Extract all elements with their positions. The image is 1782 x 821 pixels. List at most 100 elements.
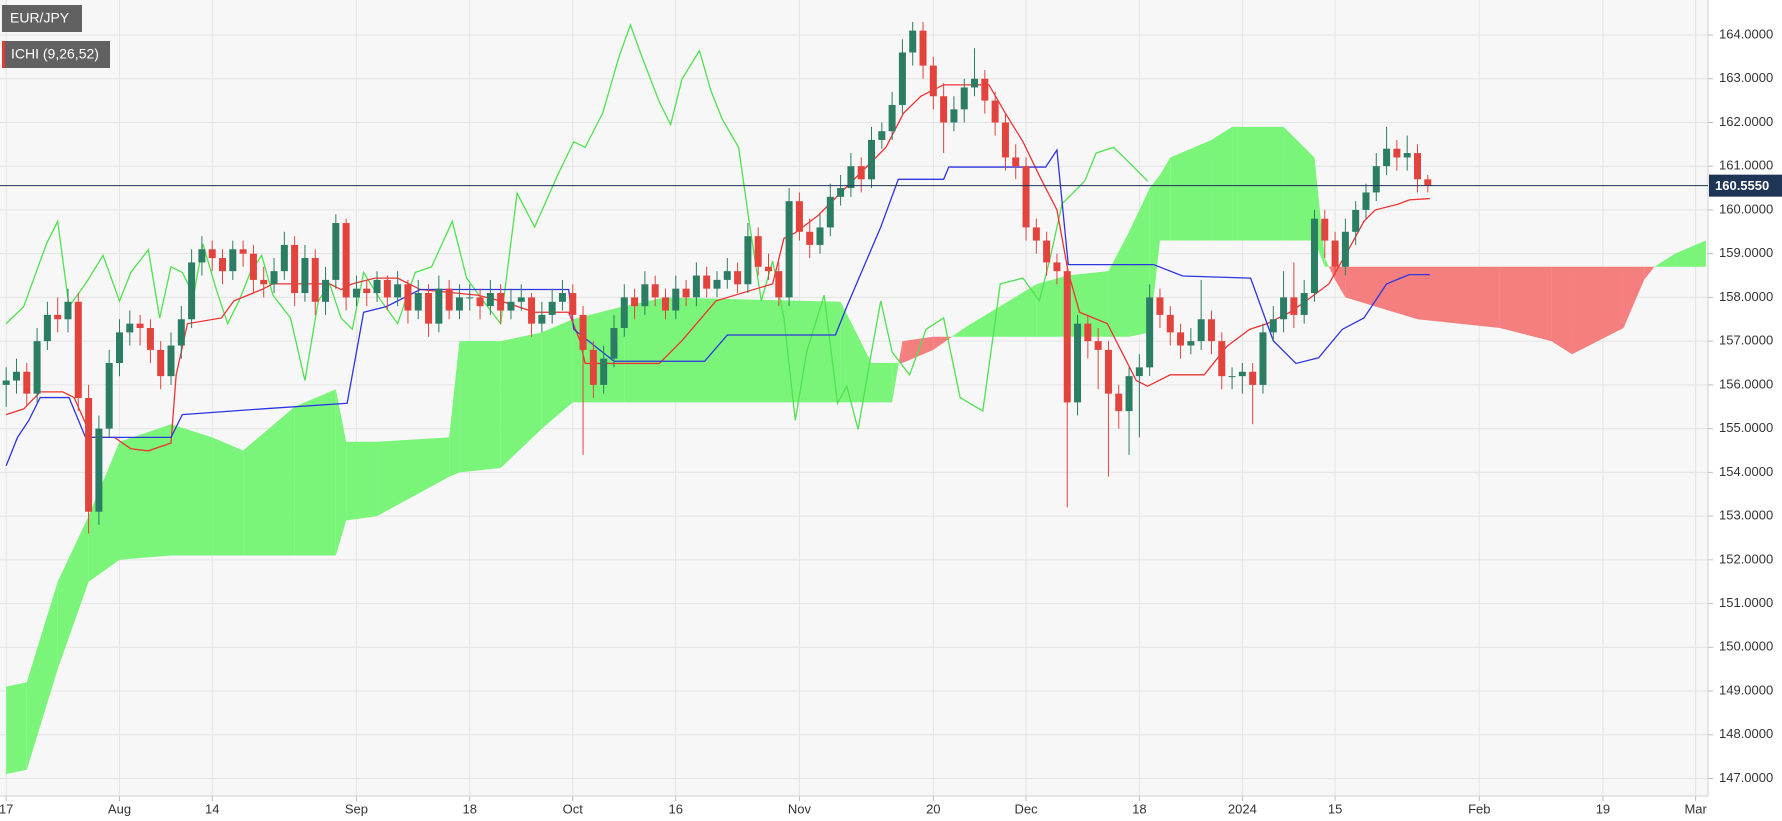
- cloud-segment: [1335, 266, 1346, 298]
- candle-body: [589, 349, 597, 385]
- candle-body: [476, 297, 484, 307]
- cloud-segment: [898, 341, 903, 364]
- y-tick-label: 152.0000: [1719, 551, 1773, 566]
- cloud-segment: [1324, 258, 1329, 267]
- candle-body: [270, 271, 278, 285]
- y-tick-label: 159.0000: [1719, 245, 1773, 260]
- candle-body: [239, 249, 247, 254]
- candle-body: [1383, 148, 1391, 167]
- cloud-segment: [1572, 266, 1624, 355]
- candle-body: [1424, 179, 1432, 186]
- cloud-segment: [294, 389, 336, 556]
- indicator: ICHI (9,26,52): [11, 46, 99, 62]
- candle-body: [1372, 166, 1380, 193]
- cloud-segment: [6, 682, 27, 775]
- candle-body: [301, 258, 309, 294]
- candle-body: [1280, 297, 1288, 320]
- cloud-segment: [933, 336, 952, 350]
- x-tick-label: 16: [669, 801, 683, 816]
- candle-body: [74, 301, 82, 398]
- y-tick-label: 147.0000: [1719, 770, 1773, 785]
- cloud-segment: [840, 301, 872, 403]
- candle-body: [579, 314, 587, 350]
- x-tick-label: Mar: [1684, 801, 1707, 816]
- candle-body: [455, 297, 463, 311]
- x-tick-label: 17: [0, 801, 13, 816]
- candle-body: [837, 188, 845, 197]
- cloud-segment: [1108, 231, 1130, 337]
- candle-body: [12, 371, 20, 381]
- candle-body: [1022, 166, 1030, 228]
- cloud-segment: [1232, 126, 1284, 241]
- candle-body: [311, 258, 319, 302]
- candle-body: [363, 288, 371, 294]
- candle-body: [167, 345, 175, 377]
- y-tick-label: 150.0000: [1719, 639, 1773, 654]
- cloud-segment: [1623, 266, 1645, 329]
- candle-body: [1094, 341, 1102, 350]
- candle-body: [528, 297, 536, 324]
- cloud-segment: [377, 437, 450, 517]
- candle-body: [1146, 297, 1154, 368]
- candle-body: [1063, 271, 1071, 403]
- candle-body: [960, 87, 968, 110]
- candle-body: [1269, 319, 1277, 333]
- cloud-segment: [1345, 266, 1418, 320]
- candle-body: [1218, 341, 1226, 377]
- candle-body: [1352, 209, 1360, 232]
- candle-body: [1249, 371, 1257, 385]
- cloud-segment: [57, 516, 89, 670]
- candle-body: [445, 288, 453, 311]
- candle-body: [23, 371, 31, 394]
- cloud-segment: [243, 406, 295, 556]
- candle-body: [1300, 293, 1308, 315]
- candle-body: [723, 271, 731, 280]
- x-tick-label: Nov: [788, 801, 812, 816]
- candle-body: [1043, 240, 1051, 263]
- candle-body: [754, 236, 762, 267]
- candle-body: [322, 279, 330, 302]
- x-tick-label: Sep: [345, 801, 368, 816]
- cloud-segment: [1551, 266, 1573, 355]
- candle-body: [909, 30, 917, 53]
- candle-body: [734, 271, 742, 285]
- candle-body: [85, 398, 93, 512]
- y-tick-label: 157.0000: [1719, 333, 1773, 348]
- cloud-segment: [902, 336, 934, 364]
- x-tick-label: 18: [463, 801, 477, 816]
- last-price-box: [1709, 174, 1782, 197]
- candle-body: [157, 349, 165, 377]
- cloud-segment: [335, 389, 347, 556]
- candle-body: [641, 284, 649, 307]
- candle-body: [868, 139, 876, 180]
- cloud-segment: [951, 328, 965, 337]
- candle-body: [826, 196, 834, 228]
- y-tick-label: 148.0000: [1719, 726, 1773, 741]
- candle-body: [682, 288, 690, 298]
- candle-body: [219, 258, 227, 272]
- candle-body: [188, 262, 196, 320]
- last-price-label: 160.5550: [1715, 178, 1769, 193]
- candle-body: [898, 52, 906, 105]
- cloud-segment: [541, 319, 573, 429]
- candle-body: [538, 314, 546, 324]
- y-tick-label: 158.0000: [1719, 289, 1773, 304]
- candle-body: [1259, 332, 1267, 385]
- candle-body: [466, 297, 474, 299]
- y-tick-label: 151.0000: [1719, 595, 1773, 610]
- candle-body: [1238, 371, 1246, 377]
- indicator-line: [5, 148, 1430, 467]
- cloud-segment: [1149, 174, 1160, 333]
- candle-body: [600, 358, 608, 385]
- cloud-segment: [119, 424, 172, 560]
- cloud-segment: [1036, 275, 1068, 337]
- candle-body: [1207, 319, 1215, 342]
- candle-body: [229, 249, 237, 272]
- candle-body: [435, 288, 443, 324]
- x-tick-label: Dec: [1014, 801, 1038, 816]
- candle-body: [1177, 332, 1185, 346]
- candle-body: [1310, 218, 1318, 294]
- cloud-segment: [346, 441, 378, 521]
- candle-body: [692, 275, 700, 298]
- candle-body: [208, 249, 216, 259]
